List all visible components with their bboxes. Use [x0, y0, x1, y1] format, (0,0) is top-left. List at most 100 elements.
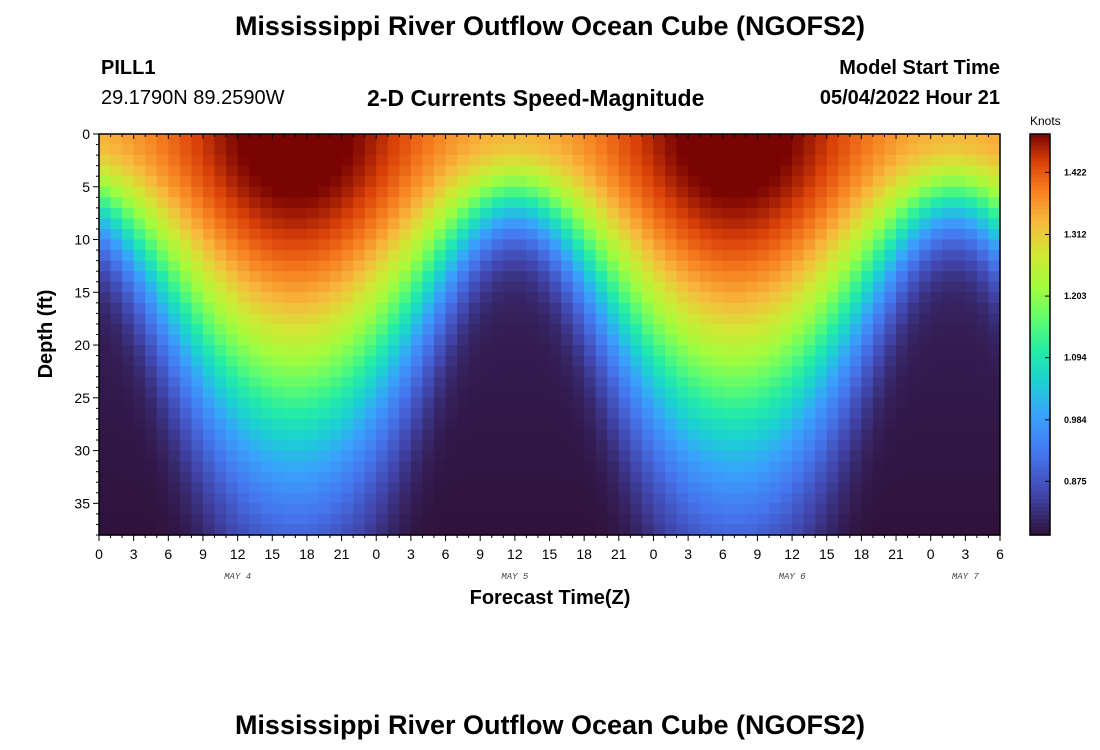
heatmap-cell: [745, 418, 759, 431]
colorbar-segment: [1030, 230, 1050, 235]
heatmap-cell: [896, 186, 909, 198]
heatmap-cell: [191, 376, 204, 388]
heatmap-cell: [965, 134, 978, 146]
heatmap-cell: [976, 155, 990, 167]
heatmap-cell: [711, 155, 724, 167]
heatmap-cell: [919, 323, 932, 336]
heatmap-cell: [919, 292, 932, 304]
heatmap-cell: [930, 144, 943, 156]
heatmap-cell: [618, 471, 631, 483]
heatmap-cell: [295, 186, 308, 198]
heatmap-cell: [295, 471, 308, 483]
heatmap-cell: [249, 492, 262, 504]
heatmap-cell: [561, 376, 574, 388]
colorbar-segment: [1030, 470, 1050, 476]
heatmap-cell: [457, 397, 470, 409]
heatmap-cell: [919, 250, 932, 262]
heatmap-cell: [907, 323, 920, 336]
heatmap-cell: [330, 313, 343, 325]
heatmap-cell: [503, 313, 516, 325]
heatmap-cell: [491, 471, 504, 483]
heatmap-cell: [549, 503, 562, 515]
heatmap-cell: [942, 176, 955, 188]
heatmap-cell: [410, 302, 424, 314]
heatmap-cell: [803, 366, 816, 378]
heatmap-cell: [745, 144, 759, 156]
colorbar-tick-label: 1.094: [1064, 353, 1087, 363]
heatmap-cell: [295, 176, 308, 188]
heatmap-cell: [815, 376, 828, 388]
heatmap-cell: [226, 176, 239, 188]
heatmap-cell: [445, 134, 458, 146]
heatmap-cell: [838, 207, 851, 220]
heatmap-cell: [445, 355, 458, 367]
heatmap-cell: [226, 387, 239, 399]
heatmap-cell: [260, 302, 273, 314]
heatmap-cell: [953, 345, 966, 357]
heatmap-cell: [792, 239, 805, 251]
heatmap-cell: [202, 461, 216, 473]
heatmap-cell: [688, 492, 701, 504]
heatmap-cell: [353, 313, 366, 325]
heatmap-cell: [537, 207, 551, 220]
heatmap-cell: [572, 207, 585, 220]
heatmap-cell: [607, 302, 620, 314]
heatmap-cell: [526, 429, 539, 441]
heatmap-cell: [676, 281, 689, 293]
heatmap-cell: [237, 207, 250, 220]
heatmap-cell: [826, 302, 839, 314]
heatmap-cell: [410, 397, 424, 409]
colorbar-segment: [1030, 274, 1050, 279]
heatmap-cell: [410, 218, 424, 230]
heatmap-cell: [156, 408, 169, 420]
heatmap-cell: [295, 503, 308, 515]
heatmap-cell: [503, 503, 516, 515]
heatmap-cell: [399, 376, 412, 388]
heatmap-cell: [399, 524, 412, 536]
x-tick-label: 18: [299, 546, 315, 562]
heatmap-cell: [584, 524, 597, 536]
heatmap-cell: [468, 387, 481, 399]
heatmap-cell: [422, 418, 435, 431]
colorbar-segment: [1030, 454, 1050, 460]
heatmap-cell: [387, 302, 400, 314]
heatmap-cell: [330, 186, 343, 198]
heatmap-cell: [641, 355, 655, 367]
heatmap-cell: [757, 271, 770, 283]
heatmap-cell: [665, 292, 678, 304]
heatmap-cell: [792, 313, 805, 325]
heatmap-cell: [699, 387, 712, 399]
heatmap-cell: [584, 281, 597, 293]
heatmap-cell: [803, 492, 816, 504]
heatmap-cell: [249, 323, 262, 336]
heatmap-cell: [168, 429, 181, 441]
heatmap-cell: [433, 461, 447, 473]
colorbar-segment: [1030, 318, 1050, 324]
heatmap-cell: [653, 144, 666, 156]
heatmap-cell: [514, 461, 527, 473]
heatmap-cell: [711, 492, 724, 504]
heatmap-cell: [584, 482, 597, 494]
heatmap-cell: [202, 313, 216, 325]
heatmap-cell: [353, 186, 366, 198]
heatmap-cell: [514, 323, 527, 336]
heatmap-cell: [283, 408, 296, 420]
heatmap-cell: [896, 218, 909, 230]
heatmap-cell: [976, 482, 990, 494]
heatmap-cell: [191, 471, 204, 483]
heatmap-cell: [815, 292, 828, 304]
heatmap-cell: [549, 418, 562, 431]
heatmap-cell: [110, 323, 123, 336]
heatmap-cell: [549, 492, 562, 504]
heatmap-cell: [826, 313, 839, 325]
heatmap-cell: [410, 387, 424, 399]
heatmap-cell: [410, 292, 424, 304]
heatmap-cell: [849, 524, 862, 536]
heatmap-cell: [387, 228, 400, 241]
heatmap-cell: [976, 492, 990, 504]
heatmap-cell: [433, 155, 447, 167]
heatmap-cell: [722, 492, 735, 504]
heatmap-cell: [364, 165, 377, 177]
heatmap-cell: [734, 218, 747, 230]
heatmap-cell: [884, 228, 897, 241]
